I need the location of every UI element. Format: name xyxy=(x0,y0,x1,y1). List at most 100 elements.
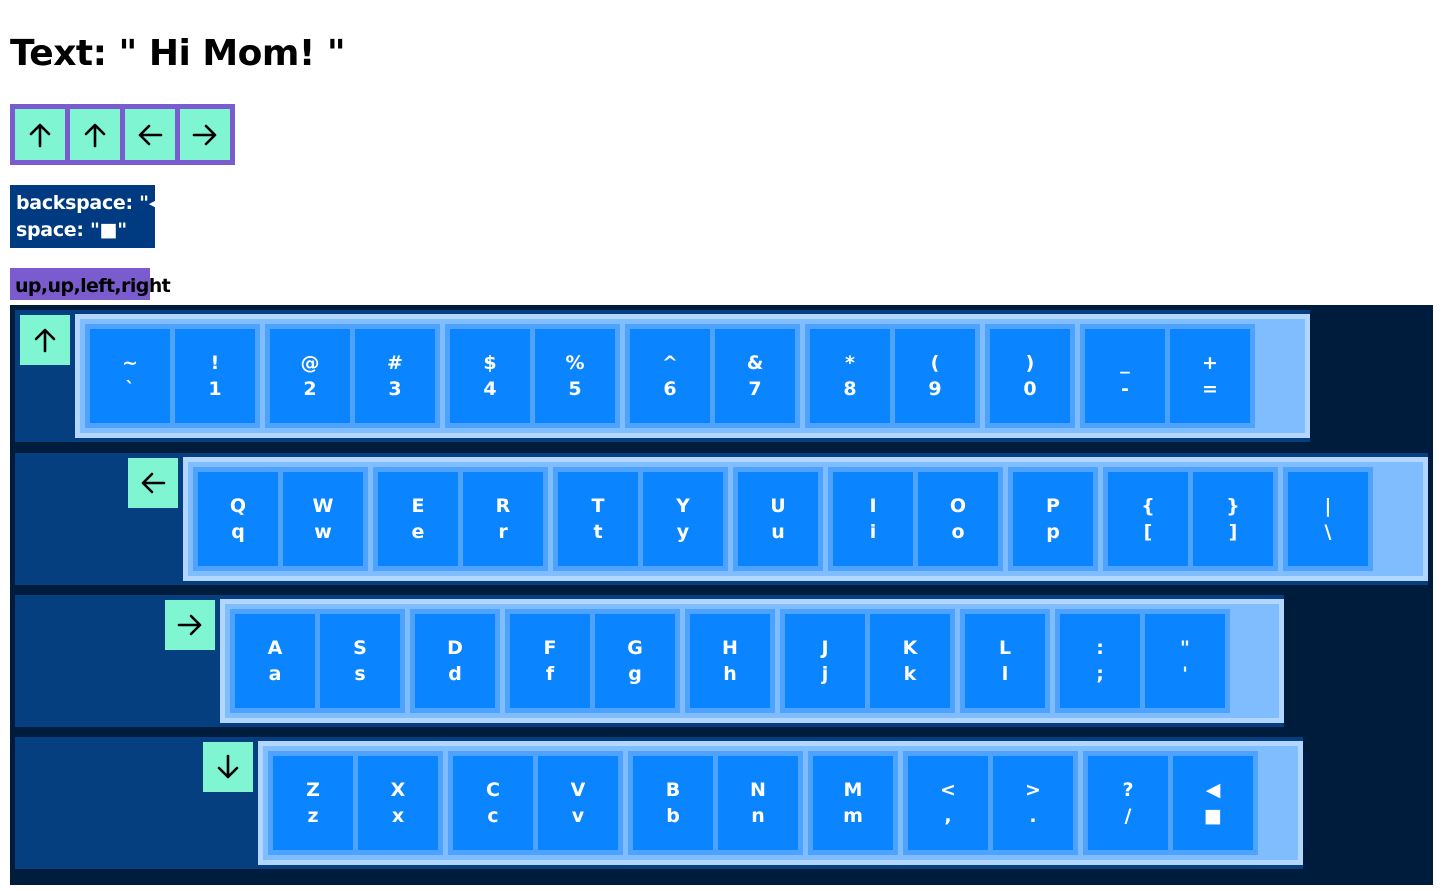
key-=[interactable]: + = xyxy=(1170,329,1250,423)
key-■[interactable]: ◀ ■ xyxy=(1173,756,1253,850)
key-9[interactable]: (9 xyxy=(895,329,975,423)
key-,[interactable]: <, xyxy=(908,756,988,850)
key-lower-label: 9 xyxy=(928,378,942,400)
key-.[interactable]: >. xyxy=(993,756,1073,850)
key-lower-label: / xyxy=(1124,805,1132,827)
key-upper-label: Y xyxy=(676,495,690,517)
key-upper-label: ) xyxy=(1025,352,1035,374)
space-legend: space: "■" xyxy=(16,219,127,241)
key-upper-label: X xyxy=(390,779,406,801)
key-upper-label: Z xyxy=(306,779,320,801)
key-lower-label: s xyxy=(354,663,366,685)
arrow-up-icon xyxy=(29,123,51,147)
key-group: ~ `! 1 xyxy=(85,324,260,428)
key-`[interactable]: ~ ` xyxy=(90,329,170,423)
key-lower-label: z xyxy=(307,805,319,827)
key-2[interactable]: @2 xyxy=(270,329,350,423)
key-group: $4% 5 xyxy=(445,324,620,428)
key-][interactable]: }] xyxy=(1193,472,1273,566)
key-lower-label: w xyxy=(314,521,332,543)
key-[[interactable]: {[ xyxy=(1108,472,1188,566)
key-upper-label: > xyxy=(1025,779,1041,801)
key-lower-label: q xyxy=(231,521,245,543)
key-lower-label: ■ xyxy=(1204,805,1222,827)
key-upper-label: N xyxy=(750,779,766,801)
key-group: | \ xyxy=(1283,467,1373,571)
key--[interactable]: _ - xyxy=(1085,329,1165,423)
key-4[interactable]: $4 xyxy=(450,329,530,423)
key-1[interactable]: ! 1 xyxy=(175,329,255,423)
key-group: * 8(9 xyxy=(805,324,980,428)
key-7[interactable]: & 7 xyxy=(715,329,795,423)
row-arrow[interactable] xyxy=(165,600,215,650)
key-3[interactable]: #3 xyxy=(355,329,435,423)
key-0[interactable]: ) 0 xyxy=(990,329,1070,423)
key-upper-label: T xyxy=(591,495,605,517)
key-lower-label: r xyxy=(498,521,508,543)
key-upper-label: E xyxy=(411,495,425,517)
key-lower-label: d xyxy=(448,663,462,685)
row-arrow[interactable] xyxy=(203,742,253,792)
key-upper-label: C xyxy=(486,779,500,801)
key-upper-label: I xyxy=(869,495,877,517)
key-legend: backspace: "◀" space: "■" xyxy=(10,185,173,248)
key-upper-label: H xyxy=(722,637,738,659)
key-group: ) 0 xyxy=(985,324,1075,428)
key-8[interactable]: * 8 xyxy=(810,329,890,423)
key-lower-label: 2 xyxy=(303,378,317,400)
key-upper-label: O xyxy=(949,495,967,517)
key-upper-label: | xyxy=(1324,495,1332,517)
key-'[interactable]: " ' xyxy=(1145,614,1225,708)
key-6[interactable]: ^ 6 xyxy=(630,329,710,423)
key-5[interactable]: % 5 xyxy=(535,329,615,423)
key-upper-label: Q xyxy=(229,495,247,517)
key-/[interactable]: ? / xyxy=(1088,756,1168,850)
key-upper-label: D xyxy=(447,637,463,659)
row-arrow[interactable] xyxy=(20,315,70,365)
arrow-left-icon xyxy=(141,472,166,494)
key-lower-label: f xyxy=(545,663,555,685)
text-display: Text: " Hi Mom! " xyxy=(10,33,346,74)
key-\[interactable]: | \ xyxy=(1288,472,1368,566)
key-;[interactable]: :; xyxy=(1060,614,1140,708)
key-upper-label: J xyxy=(821,637,829,659)
key-panel: ~ `! 1 @2 #3 $4% 5 ^ 6 & 7 * 8(9) 0 _ - + = xyxy=(75,314,1310,438)
row-arrow[interactable] xyxy=(128,458,178,508)
key-upper-label: B xyxy=(665,779,681,801)
sequence-step xyxy=(180,109,230,160)
